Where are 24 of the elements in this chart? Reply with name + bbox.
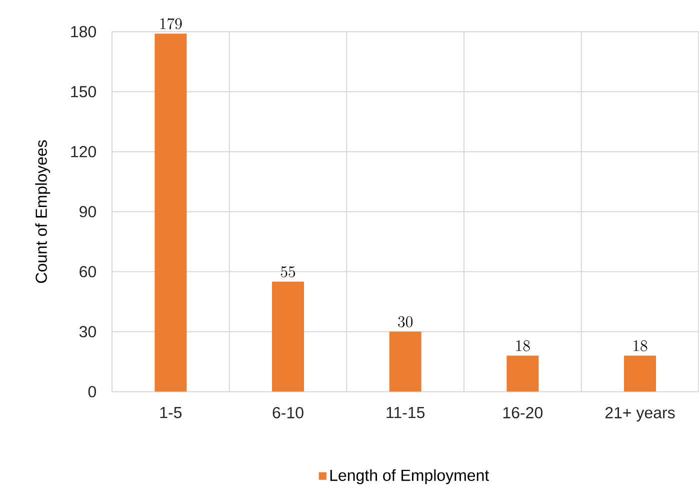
y-tick-label: 60 [80,266,96,278]
y-tick-label: 0 [88,386,96,398]
bar [154,34,187,392]
x-tick-label: 1-5 [160,407,182,418]
bar [624,356,656,392]
x-tick-label: 21+ years [605,407,675,422]
data-label: 18 [516,340,530,352]
y-tick-label: 150 [71,86,96,98]
x-tick-label: 11-15 [386,407,425,418]
bar [389,332,422,392]
data-label: 18 [634,340,648,352]
y-tick-label: 90 [80,206,96,218]
x-tick-label: 16-20 [503,407,542,418]
bar [506,356,539,392]
y-tick-label: 30 [79,326,96,338]
legend-label: Length of Employment [330,469,490,484]
data-label: 55 [280,266,296,278]
data-label: 179 [160,18,182,30]
x-tick-label: 6-10 [272,407,304,418]
bar [272,282,304,392]
data-label: 30 [398,316,412,328]
y-axis-title: Count of Employees [35,140,50,283]
y-tick-label: 120 [71,146,96,158]
y-tick-label: 180 [71,26,96,38]
